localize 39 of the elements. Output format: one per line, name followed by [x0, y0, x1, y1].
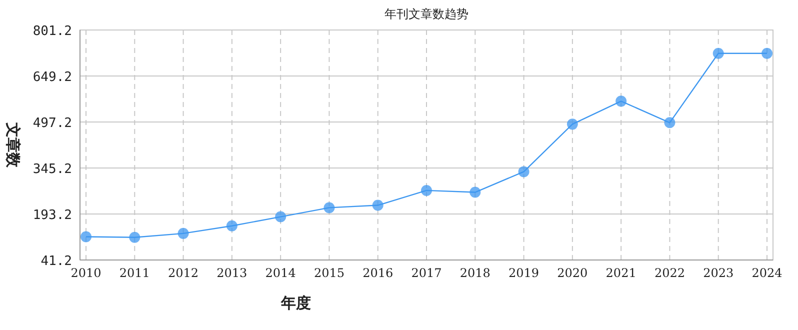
x-tick-label: 2019	[508, 266, 540, 280]
x-tick-label: 2013	[216, 266, 248, 280]
x-tick-label: 2020	[557, 266, 588, 280]
x-tick-label: 2017	[411, 266, 442, 280]
y-tick-label: 801.2	[32, 24, 72, 39]
x-tick-label: 2010	[70, 266, 102, 280]
point	[616, 96, 627, 107]
y-tick-label: 193.2	[32, 208, 72, 223]
point	[372, 200, 384, 211]
x-tick-label: 2016	[362, 266, 394, 280]
x-tick-label: 2015	[314, 266, 344, 280]
point	[421, 184, 432, 196]
x-tick-label: 2014	[265, 266, 296, 280]
point	[275, 211, 286, 222]
point	[712, 48, 724, 59]
y-tick-label: 649.2	[32, 70, 72, 85]
x-axis-title: 年度	[280, 294, 311, 312]
point	[178, 228, 189, 239]
point	[518, 166, 530, 178]
y-tick-label: 41.2	[40, 254, 72, 269]
x-tick-label: 2021	[606, 266, 636, 280]
point	[324, 202, 335, 214]
point	[762, 48, 772, 59]
point	[226, 220, 238, 232]
x-tick-label: 2018	[460, 266, 490, 280]
point	[129, 232, 140, 243]
x-tick-label: 2023	[703, 266, 734, 280]
x-tick-label: 2024	[752, 266, 783, 280]
y-axis-title: 文章数	[4, 122, 22, 168]
x-tick-label: 2012	[168, 266, 199, 280]
chart-title: 年刊文章数趋势	[384, 7, 468, 21]
y-tick-label: 345.2	[32, 162, 72, 177]
y-tick-label: 497.2	[32, 116, 72, 131]
x-tick-label: 2022	[654, 266, 685, 280]
point	[566, 118, 578, 130]
x-tick-label: 2011	[119, 266, 150, 280]
point	[664, 117, 676, 128]
point	[470, 186, 481, 198]
point	[80, 231, 92, 242]
